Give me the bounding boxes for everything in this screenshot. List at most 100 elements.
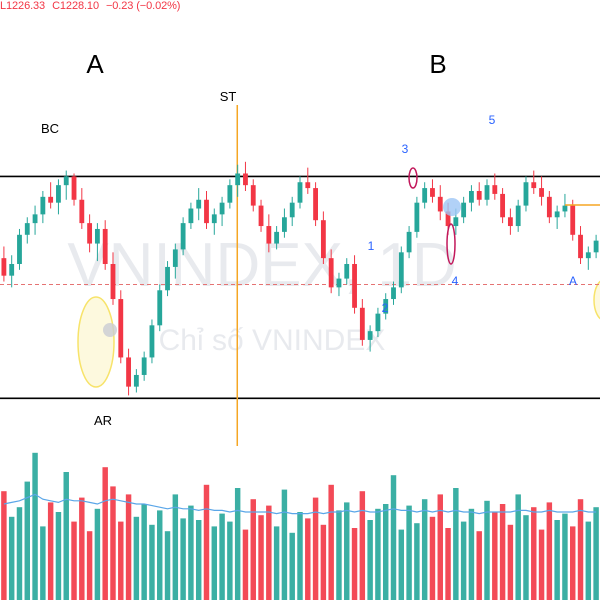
candle-body bbox=[328, 258, 334, 288]
volume-bar bbox=[538, 529, 545, 600]
candle bbox=[274, 226, 280, 250]
watermark-name: Chỉ số VNINDEX bbox=[159, 324, 386, 357]
candle bbox=[546, 191, 552, 224]
candle-body bbox=[204, 199, 209, 224]
candle bbox=[476, 182, 482, 206]
candle bbox=[570, 199, 576, 241]
wave-label-4: 4 bbox=[452, 274, 459, 288]
candle bbox=[398, 246, 404, 294]
candle-body bbox=[593, 240, 599, 253]
candle-body bbox=[250, 185, 256, 206]
candle bbox=[297, 176, 303, 209]
candle-body bbox=[461, 202, 467, 218]
candle-body bbox=[1, 258, 7, 276]
volume-bar bbox=[359, 491, 366, 600]
candle-body bbox=[274, 231, 280, 244]
mark-dot-blue bbox=[443, 198, 461, 216]
candle bbox=[469, 185, 474, 212]
volume-bar bbox=[118, 521, 124, 600]
candle-body bbox=[196, 199, 202, 209]
candle-body bbox=[141, 357, 147, 375]
candle-body bbox=[445, 211, 451, 227]
volume-bar bbox=[515, 494, 521, 600]
right-edge-highlight-ellipse bbox=[593, 280, 600, 320]
volume-bar bbox=[554, 520, 560, 600]
ohlc-close: C1228.10 bbox=[52, 0, 99, 12]
candlesticks bbox=[1, 161, 599, 396]
candle-body bbox=[492, 185, 498, 194]
candle bbox=[578, 226, 583, 264]
candle-body bbox=[32, 214, 38, 224]
candle bbox=[531, 170, 537, 194]
mark-circle-3 bbox=[408, 167, 418, 189]
volume-bar bbox=[414, 523, 420, 600]
candle-body bbox=[453, 217, 459, 227]
candle-body bbox=[484, 185, 490, 200]
volume-bar bbox=[8, 516, 15, 600]
candle-body bbox=[71, 176, 77, 200]
volume-bar bbox=[110, 486, 116, 600]
candle bbox=[352, 255, 357, 314]
volume-bar bbox=[562, 513, 568, 600]
volume-bar bbox=[460, 521, 467, 600]
candle bbox=[500, 188, 506, 224]
candle-body bbox=[180, 223, 186, 250]
candle-body bbox=[539, 188, 544, 197]
candle bbox=[211, 208, 217, 235]
candle-body bbox=[157, 290, 163, 326]
candle-body bbox=[305, 182, 311, 189]
volume-bar bbox=[86, 531, 93, 600]
volume-bar bbox=[133, 516, 140, 600]
wave-label-1: 1 bbox=[368, 239, 375, 253]
candle bbox=[289, 196, 295, 227]
candle-body bbox=[211, 214, 217, 224]
candle-body bbox=[375, 313, 381, 332]
candle-body bbox=[63, 176, 69, 186]
candle bbox=[56, 179, 61, 215]
candle-body bbox=[313, 188, 318, 221]
volume-bar bbox=[328, 484, 334, 600]
candle bbox=[172, 243, 178, 279]
volume-bar bbox=[351, 528, 358, 600]
candle-body bbox=[79, 199, 85, 224]
candle bbox=[188, 202, 194, 229]
volume-bar bbox=[79, 497, 85, 600]
volume-ma-line bbox=[3, 493, 597, 515]
candle-body bbox=[87, 223, 93, 244]
label-bc: BC bbox=[41, 121, 59, 136]
candle-body bbox=[219, 202, 225, 215]
volume-bar bbox=[211, 526, 218, 600]
candle-body bbox=[359, 307, 365, 340]
volume-bar bbox=[531, 507, 537, 600]
volume-bar bbox=[445, 528, 451, 600]
candle bbox=[336, 272, 342, 297]
candle bbox=[133, 369, 139, 393]
candle bbox=[149, 319, 155, 364]
candle bbox=[461, 196, 467, 224]
candle bbox=[593, 234, 599, 259]
candle bbox=[17, 228, 22, 270]
candle-body bbox=[24, 223, 30, 235]
candle-body bbox=[500, 193, 506, 218]
candle-body bbox=[344, 264, 350, 279]
volume-bar bbox=[180, 518, 186, 600]
candle bbox=[515, 199, 521, 232]
candle bbox=[250, 179, 256, 212]
candle-body bbox=[430, 188, 435, 197]
candle bbox=[110, 252, 116, 305]
candle-body bbox=[422, 188, 428, 203]
candle bbox=[359, 299, 365, 346]
label-ar: AR bbox=[94, 413, 112, 428]
candle-body bbox=[56, 185, 61, 203]
candle bbox=[523, 176, 529, 212]
candle bbox=[492, 173, 498, 200]
candle bbox=[196, 188, 202, 221]
volume-bar bbox=[149, 524, 155, 600]
volume-bar bbox=[320, 524, 327, 600]
candle-body bbox=[149, 325, 155, 358]
candle-body bbox=[515, 205, 521, 227]
label-st: ST bbox=[220, 89, 237, 104]
candle bbox=[165, 261, 170, 297]
candle bbox=[180, 217, 186, 256]
